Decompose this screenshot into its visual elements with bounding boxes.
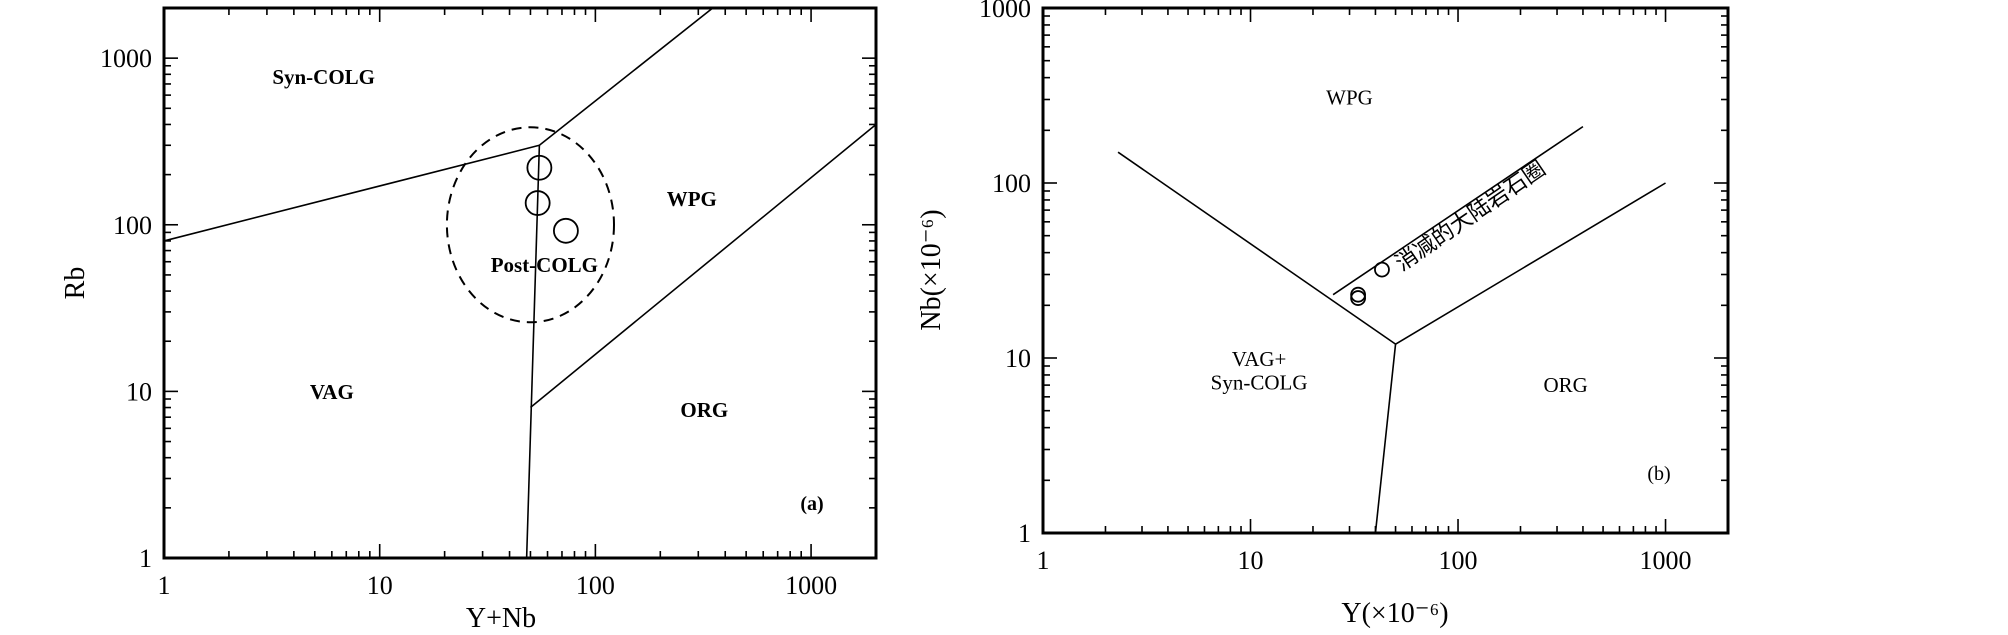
panel-a-field-label: WPG (667, 187, 717, 211)
panel-b-field-boundary (1395, 182, 1666, 345)
panel-b-field-label: 消减的大陆岩石圈 (1391, 156, 1550, 276)
panel-b-field-label: ORG (1543, 373, 1587, 397)
panel-b-tag: (b) (1647, 463, 1670, 485)
panel-b-x-tick-label: 10 (1238, 546, 1264, 575)
panel-b-x-tick-label: 100 (1439, 546, 1478, 575)
panel-a-frame (162, 6, 878, 560)
panel-a-field-label: VAG (310, 380, 354, 404)
panel-b-y-tick-label: 1 (1018, 519, 1031, 548)
panel-a-field-label: Syn-COLG (272, 65, 375, 89)
panel-b-field-label: WPG (1326, 86, 1373, 110)
panel-b-x-tick-label: 1000 (1640, 546, 1692, 575)
panel-a-sample-point (553, 217, 579, 244)
panel-a-x-tick-label: 1000 (785, 571, 837, 600)
panel-b-x-axis-label: Y(×10⁻⁶) (1341, 598, 1448, 629)
panel-b-y-tick-label: 10 (1005, 344, 1031, 373)
panel-a-x-tick-label: 10 (367, 571, 393, 600)
panel-b-x-tick-label: 1 (1037, 546, 1050, 575)
panel-a-y-tick-label: 100 (113, 211, 152, 240)
panel-a-x-tick-label: 1 (158, 571, 171, 600)
panel-b-field-boundary (1374, 344, 1397, 534)
panel-a-field-boundary (525, 145, 541, 559)
panel-b-sample-point (1350, 290, 1367, 306)
panel-a-x-tick-label: 100 (576, 571, 615, 600)
panel-a-x-axis-label: Y+Nb (466, 603, 536, 634)
panel-a-field-label: Post-COLG (491, 253, 598, 277)
panel-a-field-label: ORG (680, 398, 728, 422)
panel-b-y-axis-label: Nb(×10⁻⁶) (916, 209, 947, 330)
panel-b-nb-vs-y: 1 10 100 1000 1 10 100 1000 Y(×10⁻⁶) Nb(×10⁻⁶) WPG… (916, 0, 1730, 629)
panel-a-post-colg-dashed-circle (445, 126, 615, 324)
panel-b-field-label: VAG+ (1232, 347, 1287, 371)
panel-b-y-tick-label: 100 (992, 169, 1031, 198)
panel-a-field-boundary (163, 144, 540, 242)
panel-a-sample-point (524, 190, 551, 216)
panel-b-y-tick-label: 1000 (979, 0, 1031, 23)
panel-b-sample-point (1374, 261, 1390, 278)
panel-b-field-label: Syn-COLG (1211, 371, 1308, 395)
panel-a-sample-point (526, 154, 553, 181)
panel-b-sample-point (1350, 286, 1367, 303)
panel-b-field-boundary (1117, 151, 1397, 345)
panel-a-y-tick-label: 10 (126, 377, 152, 406)
panel-a-tag: (a) (800, 493, 823, 515)
panel-a-field-boundary (529, 123, 877, 409)
panel-a-y-axis-label: Rb (60, 267, 91, 300)
panel-a-rb-vs-ynb: 1 10 100 1000 1 10 100 1000 Y+Nb Rb Syn-COLG WPG Pos… (60, 6, 878, 634)
panel-a-field-boundary (538, 7, 714, 146)
panel-a-y-tick-label: 1 (139, 544, 152, 573)
panel-a-y-tick-label: 1000 (100, 44, 152, 73)
panel-b-frame (1041, 6, 1730, 535)
